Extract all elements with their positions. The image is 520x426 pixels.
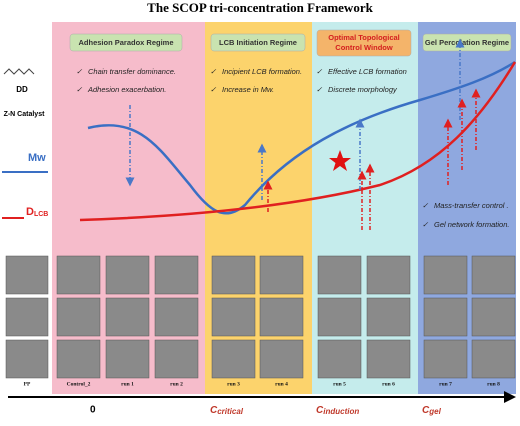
- star: [329, 150, 351, 171]
- axis-label: Cgel: [422, 405, 442, 416]
- micrograph: [317, 339, 362, 379]
- monomer-icon: [3, 68, 35, 75]
- micrograph: [259, 297, 304, 337]
- micrograph: [471, 339, 516, 379]
- dlcb-label: DLCB: [26, 206, 48, 218]
- sample-label: run 1: [121, 381, 134, 387]
- regime-title: LCB Initiation Regime: [219, 38, 297, 47]
- mw-label: Mw: [28, 152, 46, 164]
- micrograph: [105, 297, 150, 337]
- check: ✓: [422, 220, 429, 229]
- arrows: [125, 38, 481, 230]
- check: ✓: [316, 67, 323, 76]
- panel: [52, 22, 205, 394]
- micrograph: [259, 339, 304, 379]
- sample-label: run 2: [170, 381, 183, 387]
- micrograph: [5, 339, 49, 379]
- sample-label: Control_2: [67, 381, 91, 387]
- catalyst: Z-N Catalyst: [4, 111, 46, 118]
- micrograph: [211, 339, 256, 379]
- sample-label: run 8: [487, 381, 500, 387]
- sample-label: PP: [24, 381, 31, 387]
- micrograph: [154, 339, 199, 379]
- bullet: Effective LCB formation: [328, 67, 407, 76]
- micrograph: [5, 297, 49, 337]
- title: The SCOP tri-concentration Framework: [147, 0, 373, 15]
- check: ✓: [76, 67, 83, 76]
- micrograph: [56, 339, 101, 379]
- micrograph: [56, 297, 101, 337]
- micrograph: [105, 339, 150, 379]
- micrograph: [366, 339, 411, 379]
- check: ✓: [422, 201, 429, 210]
- micrograph: [259, 255, 304, 295]
- panel: [312, 22, 418, 394]
- bullet: Adhesion exacerbation.: [87, 85, 166, 94]
- micrographs: PP Control_2 run 1 run 2 run 3 run 4 run 5 run …: [5, 255, 516, 387]
- regime-title: Control Window: [335, 43, 393, 52]
- micrograph: [154, 297, 199, 337]
- micrograph: [423, 297, 468, 337]
- micrograph: [471, 297, 516, 337]
- micrograph: [105, 255, 150, 295]
- axis-label: Ccritical: [210, 405, 244, 416]
- micrograph: [5, 255, 49, 295]
- sample-label: run 6: [382, 381, 395, 387]
- micrograph: [56, 255, 101, 295]
- micrograph: [366, 255, 411, 295]
- regime-title: Optimal Topological: [328, 33, 400, 42]
- micrograph: [317, 255, 362, 295]
- regime-box: [316, 29, 412, 57]
- bullet: Mass-transfer control .: [434, 201, 509, 210]
- check: ✓: [76, 85, 83, 94]
- regime-box: [210, 33, 306, 52]
- sample-label: run 5: [333, 381, 346, 387]
- regime-box: [69, 33, 183, 52]
- sample-label: run 7: [439, 381, 452, 387]
- axis-label: 0: [90, 405, 96, 416]
- micrograph: [471, 255, 516, 295]
- sample-label: run 4: [275, 381, 288, 387]
- bullet: Incipient LCB formation.: [222, 67, 302, 76]
- bullet: Discrete morphology: [328, 85, 398, 94]
- micrograph: [366, 297, 411, 337]
- check: ✓: [316, 85, 323, 94]
- mw-curve: [87, 60, 516, 215]
- regime-title: Gel Percolation Regime: [425, 38, 509, 47]
- dlcb-curve: [79, 61, 517, 222]
- micrograph: [423, 255, 468, 295]
- bullet: Chain transfer dominance.: [88, 67, 176, 76]
- bullet: Gel network formation.: [434, 220, 509, 229]
- regime-box: [422, 33, 512, 52]
- micrograph: [211, 297, 256, 337]
- micrograph: [154, 255, 199, 295]
- monomer: DD: [16, 85, 28, 94]
- axis-label: Cinduction: [316, 405, 359, 416]
- micrograph: [317, 297, 362, 337]
- check: ✓: [210, 67, 217, 76]
- check: ✓: [210, 85, 217, 94]
- micrograph: [211, 255, 256, 295]
- sample-label: run 3: [227, 381, 240, 387]
- micrograph: [423, 339, 468, 379]
- regime-title: Adhesion Paradox Regime: [78, 38, 173, 47]
- bullet: Increase in Mw.: [222, 85, 274, 94]
